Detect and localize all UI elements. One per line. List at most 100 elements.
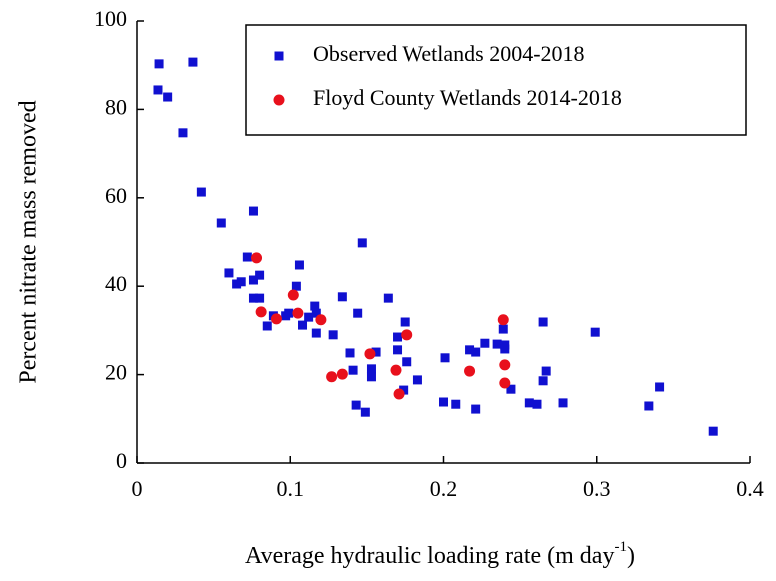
point xyxy=(248,275,258,285)
legend-box xyxy=(245,24,747,136)
y-tick-label: 0 xyxy=(116,448,127,473)
point xyxy=(492,339,502,349)
point xyxy=(480,338,490,348)
point xyxy=(216,218,226,228)
point xyxy=(402,357,412,367)
point xyxy=(371,347,381,357)
point xyxy=(236,277,246,287)
point xyxy=(399,385,409,395)
point xyxy=(471,347,481,357)
point xyxy=(357,238,367,248)
point xyxy=(390,364,402,376)
point xyxy=(255,306,267,318)
point xyxy=(360,407,370,417)
x-axis-label-tail: ) xyxy=(627,543,635,569)
point xyxy=(292,307,304,319)
point xyxy=(366,364,376,374)
point xyxy=(315,314,327,326)
point xyxy=(311,328,321,338)
point xyxy=(348,365,358,375)
point xyxy=(506,384,516,394)
point xyxy=(498,324,508,334)
y-tick-label: 20 xyxy=(105,360,127,385)
y-axis-label: Percent nitrate mass removed xyxy=(16,100,42,383)
point xyxy=(178,128,188,138)
point xyxy=(590,327,600,337)
point xyxy=(154,59,164,69)
point xyxy=(500,344,510,354)
point xyxy=(337,292,347,302)
point xyxy=(366,372,376,382)
point xyxy=(294,260,304,270)
point xyxy=(351,400,361,410)
point xyxy=(524,398,534,408)
point xyxy=(336,368,348,380)
point xyxy=(393,345,403,355)
point xyxy=(270,313,282,325)
point xyxy=(248,206,258,216)
point xyxy=(298,320,308,330)
y-tick-label: 60 xyxy=(105,183,127,208)
point xyxy=(287,289,299,301)
x-axis-label: Average hydraulic loading rate (m day-1) xyxy=(245,539,635,568)
point xyxy=(163,92,173,102)
legend-label: Floyd County Wetlands 2014-2018 xyxy=(313,85,622,110)
point xyxy=(400,317,410,327)
point xyxy=(353,308,363,318)
point xyxy=(232,279,242,289)
point xyxy=(440,353,450,363)
legend-marker xyxy=(273,94,285,106)
legend-marker xyxy=(274,51,284,61)
y-tick-label: 80 xyxy=(105,94,127,119)
x-axis-label-sup: -1 xyxy=(614,539,627,555)
point xyxy=(196,187,206,197)
point xyxy=(328,330,338,340)
point xyxy=(188,57,198,67)
point xyxy=(393,388,405,400)
point xyxy=(364,348,376,360)
point xyxy=(251,252,263,264)
point xyxy=(465,345,475,355)
point xyxy=(401,329,413,341)
point xyxy=(310,301,320,311)
point xyxy=(708,426,718,436)
point xyxy=(255,293,265,303)
point xyxy=(644,401,654,411)
y-tick-label: 100 xyxy=(94,6,127,31)
point xyxy=(153,85,163,95)
point xyxy=(558,398,568,408)
point xyxy=(311,308,321,318)
point xyxy=(497,314,509,326)
point xyxy=(655,382,665,392)
x-tick-label: 0 xyxy=(132,476,143,501)
point xyxy=(345,348,355,358)
point xyxy=(224,268,234,278)
point xyxy=(262,321,272,331)
x-axis-label-text: Average hydraulic loading rate (m day xyxy=(245,543,614,569)
x-tick-label: 0.1 xyxy=(277,476,305,501)
y-tick-label: 40 xyxy=(105,271,127,296)
point xyxy=(383,293,393,303)
point xyxy=(242,252,252,262)
point xyxy=(255,270,265,280)
point xyxy=(471,404,481,414)
point xyxy=(499,359,511,371)
point xyxy=(412,375,422,385)
point xyxy=(464,365,476,377)
x-tick-label: 0.3 xyxy=(583,476,611,501)
point xyxy=(291,281,301,291)
x-tick-label: 0.4 xyxy=(736,476,764,501)
x-tick-label: 0.2 xyxy=(430,476,458,501)
point xyxy=(538,376,548,386)
point xyxy=(451,399,461,409)
legend-label: Observed Wetlands 2004-2018 xyxy=(313,41,585,66)
point xyxy=(304,312,314,322)
point xyxy=(538,317,548,327)
point xyxy=(532,399,542,409)
point xyxy=(248,293,258,303)
point xyxy=(393,332,403,342)
point xyxy=(499,377,511,389)
point xyxy=(326,371,338,383)
point xyxy=(284,308,294,318)
